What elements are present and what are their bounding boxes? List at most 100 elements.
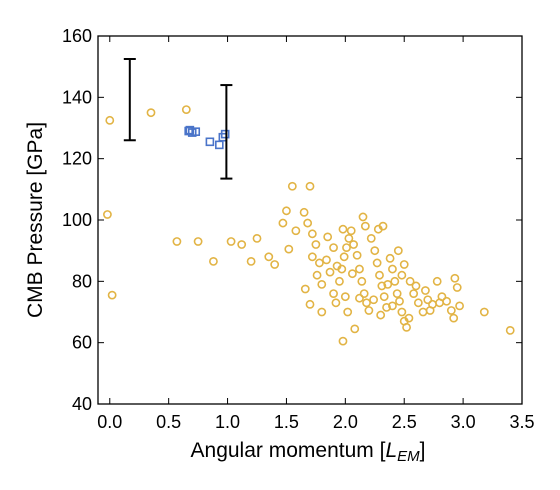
data-point-circle <box>399 260 409 269</box>
y-axis-label: CMB Pressure [GPa] <box>24 122 47 318</box>
data-point-square <box>185 125 195 135</box>
x-tick-label: 0.0 <box>97 412 122 432</box>
data-point-circle <box>385 253 395 263</box>
data-point-circle <box>364 306 374 315</box>
data-point-circle <box>392 289 402 298</box>
y-tick-label: 100 <box>62 210 92 230</box>
error-bar <box>123 58 136 142</box>
data-point-square <box>220 129 230 139</box>
data-point-circle <box>303 218 313 228</box>
data-point-circle <box>282 206 291 216</box>
data-point-circle <box>146 108 156 118</box>
data-point-circle <box>349 240 358 249</box>
data-point-circle <box>390 276 400 286</box>
data-point-circle <box>299 207 309 217</box>
data-point-circle <box>405 276 415 286</box>
data-point-circle <box>300 284 310 294</box>
data-point-circle <box>397 307 407 317</box>
data-point-circle <box>421 286 430 295</box>
data-point-circle <box>226 237 236 246</box>
data-point-circle <box>452 283 462 292</box>
data-point-circle <box>411 281 421 291</box>
data-point-circle <box>369 295 378 305</box>
data-point-circle <box>449 313 459 323</box>
data-point-circle <box>322 255 331 265</box>
y-tick-label: 40 <box>72 394 92 414</box>
data-point-circle <box>291 226 301 236</box>
data-point-circle <box>350 324 360 334</box>
data-point-circle <box>418 307 428 317</box>
data-point-circle <box>388 264 397 274</box>
data-point-circle <box>107 290 117 300</box>
data-point-circle <box>172 237 182 246</box>
x-axis-label-text: Angular momentum [ <box>191 439 386 462</box>
data-point-circle <box>388 301 397 311</box>
data-point-circle <box>317 307 327 317</box>
data-point-circle <box>362 298 371 308</box>
data-point-circle <box>339 252 349 262</box>
y-tick-label: 80 <box>72 271 92 291</box>
data-point-circle <box>105 115 115 125</box>
data-point-circle <box>355 264 364 274</box>
data-point-circle <box>342 243 351 252</box>
data-point-circle <box>332 261 342 271</box>
x-tick-label: 0.5 <box>156 412 181 432</box>
axis-ticks: 0.0 0.5 1.0 1.5 2.0 2.5 3.0 3.5 40 60 80 100 120 140 1… <box>62 26 535 432</box>
data-point-circle <box>346 226 356 236</box>
x-tick-label: 3.5 <box>509 412 534 432</box>
data-point-circle <box>377 281 387 291</box>
data-point-circle <box>425 306 435 315</box>
data-point-circle <box>358 212 368 222</box>
data-point-circle <box>317 279 327 289</box>
data-point-circle <box>335 276 344 286</box>
data-point-circle <box>404 313 414 323</box>
x-axis-label-close: ] <box>420 439 426 462</box>
data-point-circle <box>375 270 384 280</box>
data-point-circle <box>311 240 321 249</box>
data-point-square <box>191 127 201 136</box>
data-point-circle <box>252 233 262 243</box>
data-point-circle <box>237 240 247 249</box>
data-point-circle <box>432 276 442 286</box>
data-point-circle <box>305 181 315 191</box>
plot-area <box>103 58 515 346</box>
data-point-circle <box>395 296 404 306</box>
data-point-circle <box>343 307 353 317</box>
data-point-circle <box>366 233 376 243</box>
x-tick-label: 1.0 <box>215 412 240 432</box>
data-point-circle <box>370 246 380 256</box>
data-point-circle <box>305 299 315 309</box>
y-tick-label: 160 <box>62 26 92 46</box>
data-point-circle <box>446 306 456 315</box>
data-point-circle <box>435 298 444 308</box>
data-point-circle <box>312 270 322 280</box>
data-point-circle <box>284 244 294 254</box>
data-point-circle <box>372 258 382 268</box>
data-point-circle <box>329 243 338 252</box>
data-point-circle <box>442 296 452 306</box>
data-point-circle <box>455 301 464 311</box>
x-axis-label: Angular momentum [LEM] <box>191 439 426 465</box>
error-bar <box>220 84 233 180</box>
y-tick-label: 60 <box>72 333 92 353</box>
data-point-circle <box>181 105 191 114</box>
data-point-circle <box>378 221 388 231</box>
data-point-circle <box>393 246 403 256</box>
data-point-circle <box>307 252 317 262</box>
data-point-circle <box>402 322 411 332</box>
data-point-circle <box>329 289 338 298</box>
y-tick-label: 120 <box>62 149 92 169</box>
data-point-circle <box>209 256 218 266</box>
data-point-circle <box>409 289 419 298</box>
data-point-circle <box>359 289 369 298</box>
x-tick-label: 3.0 <box>451 412 476 432</box>
data-point-circle <box>338 336 348 346</box>
data-point-circle <box>352 250 362 260</box>
data-point-circle <box>278 218 288 228</box>
data-point-circle <box>344 233 354 243</box>
data-point-circle <box>479 307 489 317</box>
data-point-circle <box>376 310 386 320</box>
data-point-circle <box>423 295 433 305</box>
data-point-circle <box>270 260 280 269</box>
